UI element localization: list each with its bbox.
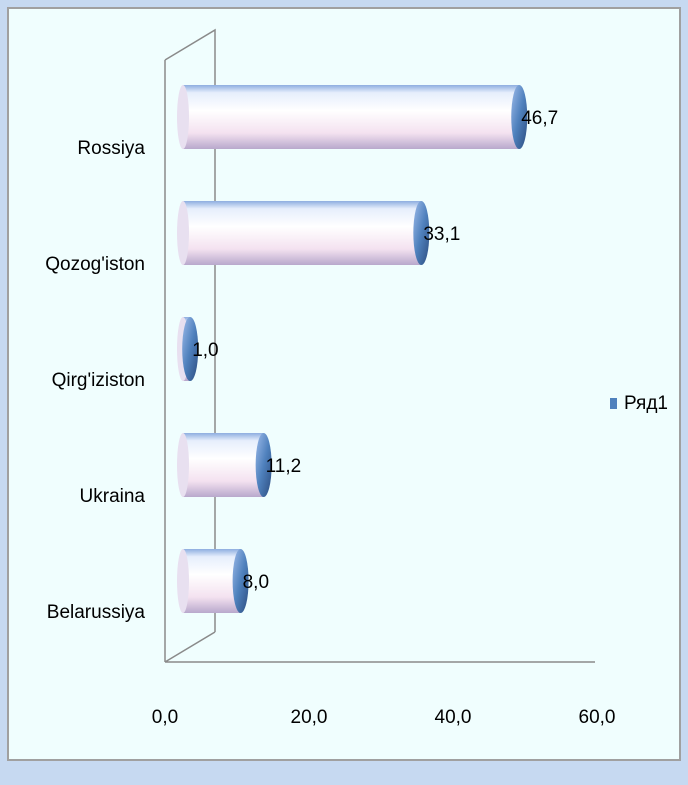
y-tick-label: Belarussiya: [47, 602, 146, 623]
x-tick-label: 60,0: [579, 707, 616, 728]
bar-start: [177, 85, 189, 149]
legend-swatch: [610, 398, 617, 409]
y-tick-label: Qozog'iston: [45, 254, 145, 275]
value-label: 1,0: [192, 340, 218, 361]
bar-cap: [413, 201, 430, 265]
x-tick-label: 0,0: [152, 707, 178, 728]
x-tick-label: 20,0: [291, 707, 328, 728]
bar: [183, 201, 422, 265]
bar: [183, 85, 520, 149]
bar: [183, 549, 241, 613]
bar-cap: [232, 549, 249, 613]
bar-start: [177, 201, 189, 265]
bar-cap: [182, 317, 199, 381]
value-label: 33,1: [423, 224, 460, 245]
bar: [183, 433, 264, 497]
value-label: 46,7: [521, 108, 558, 129]
value-label: 11,2: [266, 456, 302, 477]
bar-cap: [511, 85, 528, 149]
y-tick-label: Ukraina: [80, 486, 146, 507]
bar-start: [177, 433, 189, 497]
y-tick-label: Rossiya: [77, 138, 145, 159]
y-tick-label: Qirg'iziston: [52, 370, 145, 391]
axis-frame: [164, 28, 595, 663]
value-label: 8,0: [243, 572, 269, 593]
bar-cap: [255, 433, 272, 497]
bar-start: [177, 549, 189, 613]
x-tick-label: 40,0: [435, 707, 472, 728]
legend-label: Ряд1: [624, 393, 668, 414]
